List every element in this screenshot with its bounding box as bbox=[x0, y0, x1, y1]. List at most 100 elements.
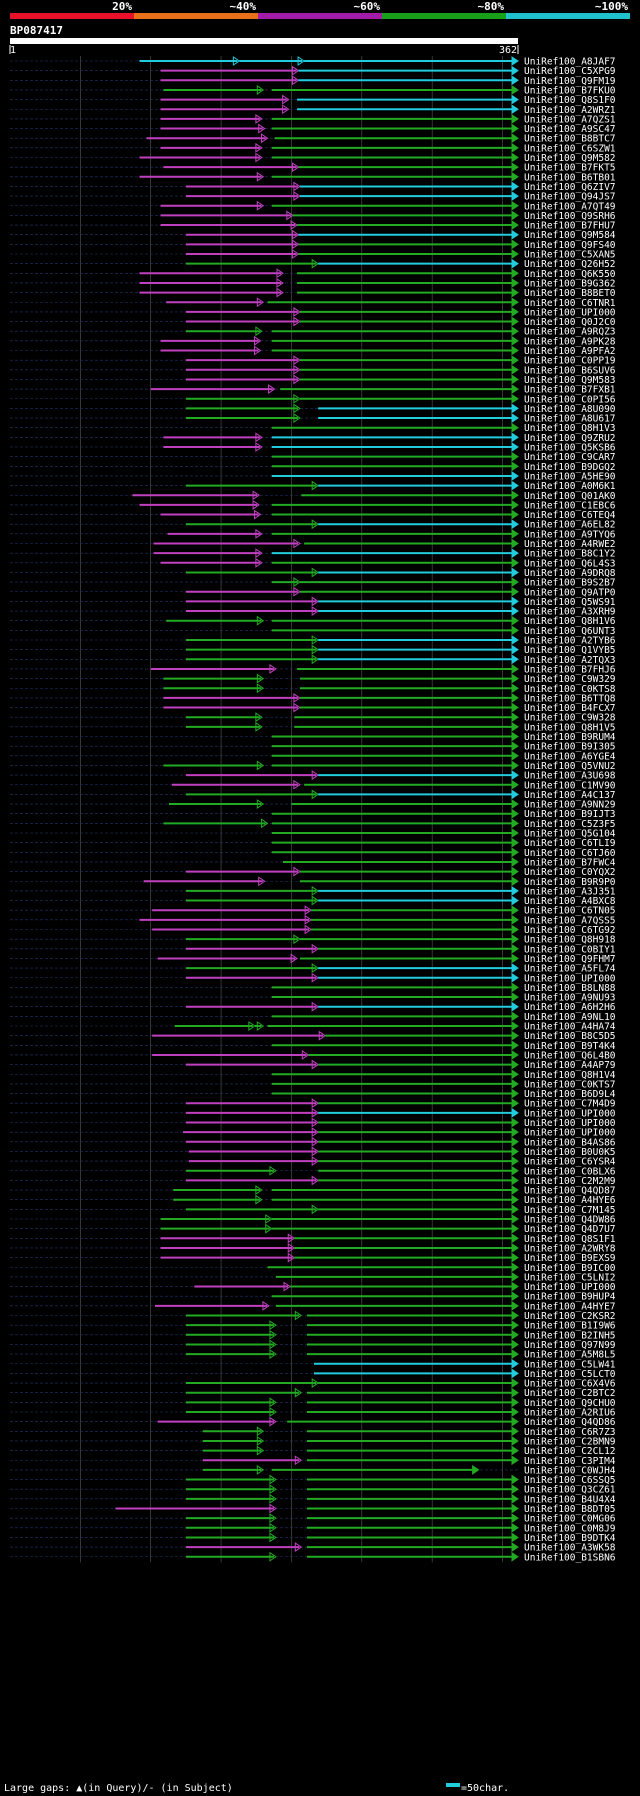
hit-label[interactable]: UniRef100_C2M2M9 bbox=[524, 1176, 616, 1187]
hit-row[interactable]: UniRef100_A0M6K1 bbox=[10, 480, 616, 492]
hit-row[interactable]: UniRef100_B7FHJ6 bbox=[10, 664, 616, 675]
hit-label[interactable]: UniRef100_Q4DW86 bbox=[524, 1215, 616, 1226]
hit-label[interactable]: UniRef100_C5LW41 bbox=[524, 1359, 616, 1370]
hit-row[interactable]: UniRef100_C0PP19 bbox=[10, 355, 616, 367]
hit-label[interactable]: UniRef100_C6TLI9 bbox=[524, 838, 616, 849]
hit-label[interactable]: UniRef100_B6TB01 bbox=[524, 172, 616, 183]
hit-label[interactable]: UniRef100_Q9ATP0 bbox=[524, 587, 616, 598]
hit-row[interactable]: UniRef100_A9DRQ8 bbox=[10, 567, 616, 579]
hit-label[interactable]: UniRef100_Q5KSB6 bbox=[524, 443, 616, 454]
hit-label[interactable]: UniRef100_A2TQX3 bbox=[524, 655, 616, 666]
hit-row[interactable]: UniRef100_B9HUP4 bbox=[10, 1291, 616, 1303]
hit-row[interactable]: UniRef100_A4HYE6 bbox=[10, 1194, 616, 1206]
hit-row[interactable]: UniRef100_Q6L4B0 bbox=[10, 1050, 616, 1061]
hit-label[interactable]: UniRef100_B9RUM4 bbox=[524, 732, 616, 743]
hit-label[interactable]: UniRef100_B6TTQ8 bbox=[524, 693, 616, 704]
hit-row[interactable]: UniRef100_Q9ATP0 bbox=[10, 586, 616, 598]
hit-label[interactable]: UniRef100_A4HA74 bbox=[524, 1022, 616, 1033]
hit-label[interactable]: UniRef100_A5HE90 bbox=[524, 471, 616, 482]
hit-row[interactable]: UniRef100_B1SBN6 bbox=[10, 1551, 616, 1563]
hit-row[interactable]: UniRef100_Q4QD87 bbox=[10, 1185, 616, 1197]
hit-row[interactable]: UniRef100_Q9M583 bbox=[10, 374, 616, 386]
hit-row[interactable]: UniRef100_C5LW41 bbox=[10, 1358, 616, 1370]
hit-label[interactable]: UniRef100_A2WRZ1 bbox=[524, 105, 616, 116]
hit-label[interactable]: UniRef100_Q0J2C0 bbox=[524, 317, 616, 328]
hit-row[interactable]: UniRef100_Q01AK0 bbox=[10, 490, 616, 502]
hit-label[interactable]: UniRef100_C9CAR7 bbox=[524, 452, 616, 463]
hit-label[interactable]: UniRef100_C1EBC6 bbox=[524, 500, 616, 511]
hit-row[interactable]: UniRef100_Q97N99 bbox=[10, 1339, 616, 1351]
hit-label[interactable]: UniRef100_C1MV90 bbox=[524, 780, 616, 791]
hit-label[interactable]: UniRef100_A9DRQ8 bbox=[524, 568, 616, 579]
hit-label[interactable]: UniRef100_Q8H1V6 bbox=[524, 616, 616, 627]
hit-row[interactable]: UniRef100_B7FHU7 bbox=[10, 220, 616, 232]
hit-label[interactable]: UniRef100_C0PP19 bbox=[524, 356, 616, 367]
hit-label[interactable]: UniRef100_Q94JS7 bbox=[524, 192, 616, 203]
hit-label[interactable]: UniRef100_Q8S1F0 bbox=[524, 95, 616, 106]
hit-label[interactable]: UniRef100_A7QT49 bbox=[524, 201, 616, 212]
hit-row[interactable]: UniRef100_Q8H1V6 bbox=[10, 615, 616, 627]
hit-label[interactable]: UniRef100_B7FHJ6 bbox=[524, 664, 616, 675]
hit-label[interactable]: UniRef100_Q8H1V4 bbox=[524, 1070, 616, 1081]
hit-row[interactable]: UniRef100_C0KTS7 bbox=[10, 1078, 616, 1090]
hit-label[interactable]: UniRef100_B8DT05 bbox=[524, 1504, 616, 1515]
hit-row[interactable]: UniRef100_A3XRH9 bbox=[10, 606, 616, 618]
hit-row[interactable]: UniRef100_Q9SRH6 bbox=[10, 210, 616, 222]
hit-row[interactable]: UniRef100_Q9ZRU2 bbox=[10, 432, 616, 444]
hit-row[interactable]: UniRef100_A9NL10 bbox=[10, 1011, 616, 1023]
hit-row[interactable]: UniRef100_C5LCT0 bbox=[10, 1368, 616, 1380]
hit-row[interactable]: UniRef100_A9RQZ3 bbox=[10, 326, 616, 338]
hit-row[interactable]: UniRef100_C6TJ60 bbox=[10, 847, 616, 859]
hit-row[interactable]: UniRef100_B9DTK4 bbox=[10, 1532, 616, 1544]
hit-row[interactable]: UniRef100_C6TEQ4 bbox=[10, 509, 616, 521]
hit-label[interactable]: UniRef100_C2KSR2 bbox=[524, 1311, 616, 1322]
hit-label[interactable]: UniRef100_B9DTK4 bbox=[524, 1533, 616, 1544]
hit-label[interactable]: UniRef100_A9PFA2 bbox=[524, 346, 616, 357]
hit-row[interactable]: UniRef100_B8LN88 bbox=[10, 982, 616, 994]
hit-label[interactable]: UniRef100_Q26H52 bbox=[524, 259, 616, 270]
hit-row[interactable]: UniRef100_Q8S1F0 bbox=[10, 94, 616, 106]
hit-label[interactable]: UniRef100_C0PI56 bbox=[524, 394, 616, 405]
hit-label[interactable]: UniRef100_A4HYE6 bbox=[524, 1195, 616, 1206]
hit-row[interactable]: UniRef100_A2TQX3 bbox=[10, 654, 616, 666]
hit-label[interactable]: UniRef100_C5LNI2 bbox=[524, 1272, 616, 1283]
hit-label[interactable]: UniRef100_B8C5D5 bbox=[524, 1031, 616, 1042]
hit-row[interactable]: UniRef100_B9IJT3 bbox=[10, 808, 616, 820]
hit-label[interactable]: UniRef100_C6TEQ4 bbox=[524, 510, 616, 521]
hit-row[interactable]: UniRef100_C0PI56 bbox=[10, 393, 616, 405]
hit-label[interactable]: UniRef100_Q9FS40 bbox=[524, 240, 616, 251]
hit-row[interactable]: UniRef100_C1EBC6 bbox=[10, 499, 616, 511]
hit-row[interactable]: UniRef100_C6YSR4 bbox=[10, 1156, 616, 1168]
hit-label[interactable]: UniRef100_Q5VNU2 bbox=[524, 761, 616, 772]
hit-row[interactable]: UniRef100_A4BXC8 bbox=[10, 895, 616, 907]
hit-label[interactable]: UniRef100_A9SC47 bbox=[524, 124, 616, 135]
hit-row[interactable]: UniRef100_Q4D7U7 bbox=[10, 1223, 616, 1235]
hit-row[interactable]: UniRef100_Q9FHM7 bbox=[10, 953, 616, 965]
hit-label[interactable]: UniRef100_Q3CZ61 bbox=[524, 1485, 616, 1496]
hit-label[interactable]: UniRef100_B9HUP4 bbox=[524, 1292, 616, 1303]
hit-row[interactable]: UniRef100_A3J351 bbox=[10, 885, 616, 897]
hit-label[interactable]: UniRef100_C9W329 bbox=[524, 674, 616, 685]
hit-label[interactable]: UniRef100_C2BTC2 bbox=[524, 1388, 616, 1399]
hit-row[interactable]: UniRef100_B8C1Y2 bbox=[10, 548, 616, 560]
hit-label[interactable]: UniRef100_C0M8J9 bbox=[524, 1523, 616, 1534]
hit-row[interactable]: UniRef100_Q1VYB5 bbox=[10, 644, 616, 656]
hit-row[interactable]: UniRef100_A3U698 bbox=[10, 770, 616, 782]
hit-label[interactable]: UniRef100_B2INH5 bbox=[524, 1330, 616, 1341]
hit-row[interactable]: UniRef100_UPI000 bbox=[10, 1107, 616, 1119]
hit-label[interactable]: UniRef100_A8JAF7 bbox=[524, 57, 616, 68]
hit-label[interactable]: UniRef100_C2BMN9 bbox=[524, 1436, 616, 1447]
hit-row[interactable]: UniRef100_C9W328 bbox=[10, 712, 616, 724]
hit-label[interactable]: UniRef100_A3J351 bbox=[524, 886, 616, 897]
hit-row[interactable]: UniRef100_A2WRZ1 bbox=[10, 104, 616, 116]
hit-row[interactable]: UniRef100_C2KSR2 bbox=[10, 1310, 616, 1322]
hit-label[interactable]: UniRef100_UPI000 bbox=[524, 307, 616, 318]
hit-label[interactable]: UniRef100_B7FKU0 bbox=[524, 85, 616, 96]
hit-label[interactable]: UniRef100_C0MG06 bbox=[524, 1514, 616, 1525]
hit-label[interactable]: UniRef100_A7QZS1 bbox=[524, 114, 616, 125]
hit-label[interactable]: UniRef100_C9W328 bbox=[524, 713, 616, 724]
hit-row[interactable]: UniRef100_B4FCX7 bbox=[10, 702, 616, 714]
hit-row[interactable]: UniRef100_C6R7Z3 bbox=[10, 1426, 616, 1438]
hit-row[interactable]: UniRef100_Q8H918 bbox=[10, 934, 616, 946]
hit-label[interactable]: UniRef100_B7FHU7 bbox=[524, 221, 616, 232]
